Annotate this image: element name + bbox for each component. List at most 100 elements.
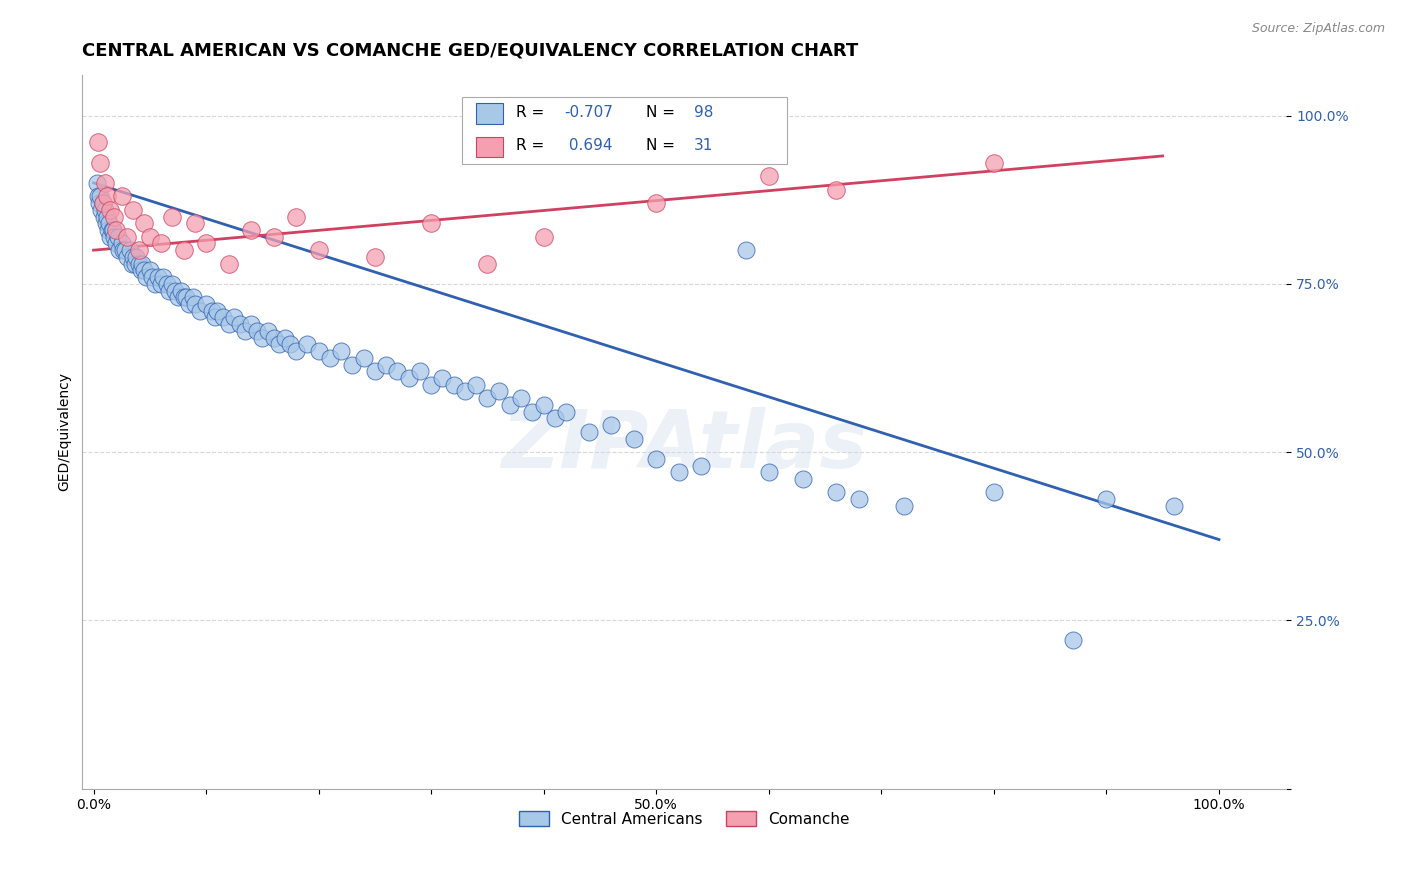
- Point: [218, 257, 240, 271]
- Point: [122, 250, 145, 264]
- Point: [533, 229, 555, 244]
- Point: [91, 196, 114, 211]
- Point: [96, 189, 118, 203]
- Point: [139, 229, 162, 244]
- Point: [1163, 499, 1185, 513]
- Point: [218, 317, 240, 331]
- Point: [174, 290, 197, 304]
- Point: [246, 324, 269, 338]
- Point: [533, 398, 555, 412]
- Point: [89, 189, 111, 203]
- Point: [111, 189, 134, 203]
- Text: 98: 98: [695, 104, 713, 120]
- Text: 31: 31: [695, 138, 713, 153]
- Point: [263, 229, 285, 244]
- Point: [87, 189, 110, 203]
- Point: [90, 202, 112, 217]
- Point: [89, 155, 111, 169]
- Point: [510, 391, 533, 405]
- Point: [139, 263, 162, 277]
- Point: [94, 176, 117, 190]
- Point: [758, 465, 780, 479]
- Point: [522, 405, 544, 419]
- Point: [122, 202, 145, 217]
- Point: [162, 277, 184, 291]
- Point: [179, 297, 201, 311]
- Point: [134, 263, 156, 277]
- Point: [364, 364, 387, 378]
- Point: [128, 243, 150, 257]
- Point: [108, 243, 131, 257]
- Text: Source: ZipAtlas.com: Source: ZipAtlas.com: [1251, 22, 1385, 36]
- Point: [103, 229, 125, 244]
- Point: [157, 284, 180, 298]
- Point: [134, 216, 156, 230]
- Point: [94, 216, 117, 230]
- Point: [364, 250, 387, 264]
- Point: [163, 284, 186, 298]
- Point: [308, 344, 330, 359]
- Point: [87, 136, 110, 150]
- Point: [105, 223, 128, 237]
- Point: [156, 277, 179, 291]
- Point: [100, 202, 122, 217]
- Point: [173, 290, 195, 304]
- Point: [825, 183, 848, 197]
- Point: [409, 364, 432, 378]
- Point: [98, 216, 121, 230]
- Point: [488, 384, 510, 399]
- Point: [240, 223, 263, 237]
- Point: [118, 243, 141, 257]
- Point: [465, 377, 488, 392]
- Point: [181, 290, 204, 304]
- Text: CENTRAL AMERICAN VS COMANCHE GED/EQUIVALENCY CORRELATION CHART: CENTRAL AMERICAN VS COMANCHE GED/EQUIVAL…: [83, 42, 859, 60]
- Text: -0.707: -0.707: [564, 104, 613, 120]
- Point: [101, 223, 124, 237]
- Point: [114, 243, 136, 257]
- Text: R =: R =: [516, 138, 548, 153]
- Point: [1062, 633, 1084, 648]
- Point: [152, 270, 174, 285]
- Point: [97, 223, 120, 237]
- Point: [1095, 492, 1118, 507]
- Point: [128, 257, 150, 271]
- Point: [89, 196, 111, 211]
- Point: [150, 236, 173, 251]
- Point: [93, 210, 115, 224]
- Point: [623, 432, 645, 446]
- Point: [645, 451, 668, 466]
- Point: [257, 324, 280, 338]
- Point: [285, 344, 308, 359]
- Point: [269, 337, 291, 351]
- Point: [204, 310, 226, 325]
- Point: [125, 250, 148, 264]
- Point: [167, 290, 190, 304]
- FancyBboxPatch shape: [477, 103, 502, 124]
- Point: [131, 257, 153, 271]
- Point: [825, 485, 848, 500]
- Point: [792, 472, 814, 486]
- Point: [135, 270, 157, 285]
- Point: [387, 364, 409, 378]
- Legend: Central Americans, Comanche: Central Americans, Comanche: [510, 803, 858, 834]
- Point: [111, 243, 134, 257]
- Point: [398, 371, 420, 385]
- Point: [263, 331, 285, 345]
- Point: [195, 297, 218, 311]
- Point: [668, 465, 690, 479]
- Point: [86, 176, 108, 190]
- Point: [141, 270, 163, 285]
- Point: [103, 210, 125, 224]
- Point: [240, 317, 263, 331]
- Point: [212, 310, 235, 325]
- Point: [124, 257, 146, 271]
- Point: [121, 257, 143, 271]
- Point: [207, 303, 229, 318]
- Point: [129, 263, 152, 277]
- Point: [100, 223, 122, 237]
- Point: [235, 324, 257, 338]
- Point: [342, 358, 364, 372]
- Point: [758, 169, 780, 183]
- Point: [229, 317, 252, 331]
- Point: [499, 398, 522, 412]
